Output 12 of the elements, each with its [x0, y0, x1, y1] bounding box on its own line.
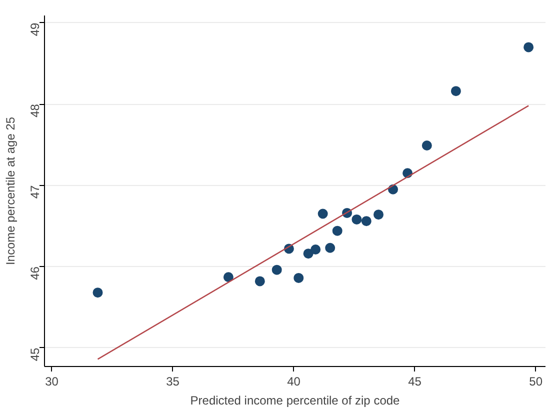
x-tick-label: 40 — [287, 374, 301, 388]
x-tick-label: 30 — [45, 374, 59, 388]
y-tick-label: 49 — [28, 22, 42, 36]
x-axis-title: Predicted income percentile of zip code — [190, 394, 400, 408]
x-tick-label: 45 — [408, 374, 422, 388]
y-axis-title: Income percentile at age 25 — [4, 116, 18, 266]
y-tick-label: 47 — [28, 184, 42, 199]
x-tick-label: 50 — [529, 374, 543, 388]
x-tick-label: 35 — [166, 374, 180, 388]
y-tick-label: 48 — [28, 104, 42, 118]
y-tick-label: 45 — [28, 347, 42, 362]
y-tick-label: 46 — [28, 266, 42, 280]
